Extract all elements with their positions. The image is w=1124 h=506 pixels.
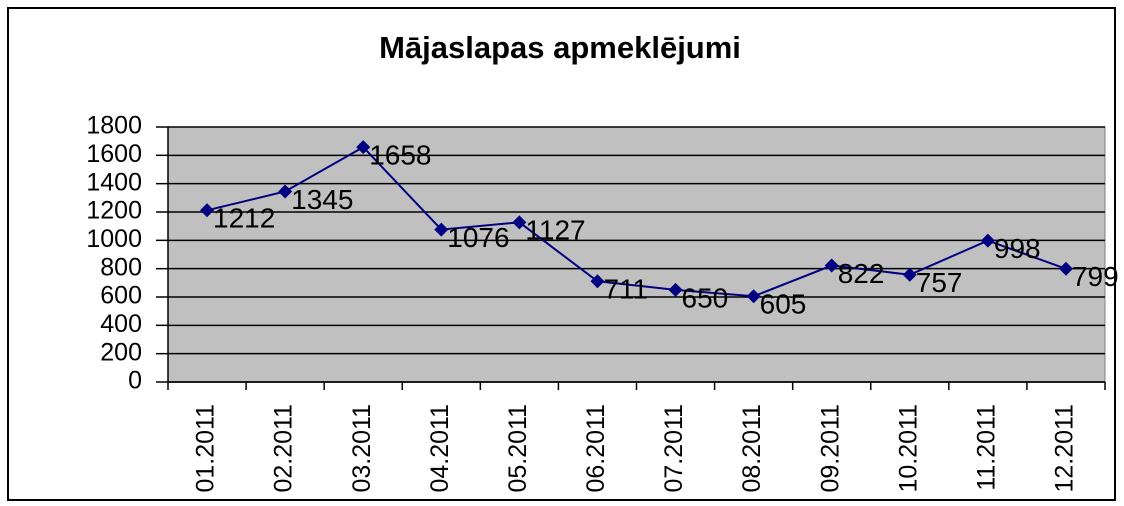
chart-title: Mājaslapas apmeklējumi — [379, 30, 741, 65]
x-tick-label: 05.2011 — [504, 404, 532, 493]
x-tick-label: 02.2011 — [270, 404, 298, 493]
data-marker — [590, 274, 605, 289]
x-tick-label: 07.2011 — [660, 404, 688, 493]
y-tick-label: 400 — [100, 310, 142, 338]
data-marker — [278, 184, 293, 199]
x-tick-label: 12.2011 — [1051, 404, 1079, 493]
x-tick-label: 10.2011 — [894, 404, 922, 493]
y-tick-label: 200 — [100, 338, 142, 366]
data-label: 1076 — [447, 222, 509, 253]
x-tick-label: 01.2011 — [192, 404, 220, 493]
data-marker — [512, 215, 527, 230]
data-label: 1345 — [291, 184, 353, 215]
y-tick-label: 1600 — [86, 140, 142, 168]
data-marker — [980, 233, 995, 248]
data-label: 711 — [603, 274, 648, 305]
y-tick-label: 1200 — [86, 197, 142, 225]
data-label: 822 — [838, 258, 885, 289]
data-marker — [356, 140, 371, 155]
y-tick-label: 800 — [100, 253, 142, 281]
data-label: 605 — [760, 289, 807, 320]
y-tick-label: 600 — [100, 282, 142, 310]
y-tick-label: 1800 — [86, 112, 142, 140]
data-marker — [200, 203, 215, 218]
data-label: 1127 — [525, 215, 585, 246]
x-tick-label: 04.2011 — [426, 404, 454, 493]
data-marker — [824, 258, 839, 273]
data-label: 1658 — [369, 140, 431, 171]
plot-area — [167, 126, 1106, 383]
x-tick-label: 09.2011 — [816, 404, 844, 493]
data-marker — [1058, 261, 1073, 276]
y-tick-label: 0 — [128, 367, 142, 395]
data-label: 799 — [1072, 261, 1119, 292]
y-tick-label: 1400 — [86, 168, 142, 196]
data-marker — [746, 289, 761, 304]
series-line — [206, 145, 1067, 298]
y-tick-label: 1000 — [86, 225, 142, 253]
x-tick-label: 11.2011 — [972, 404, 1000, 491]
data-label: 650 — [682, 282, 729, 313]
data-marker — [434, 222, 449, 237]
x-tick-label: 03.2011 — [348, 404, 376, 493]
data-marker — [668, 282, 683, 297]
x-tick-label: 08.2011 — [738, 404, 766, 493]
data-label: 757 — [916, 267, 963, 298]
data-label: 1212 — [213, 203, 275, 234]
data-label: 998 — [994, 233, 1041, 264]
x-tick-label: 06.2011 — [582, 404, 610, 493]
data-marker — [902, 267, 917, 282]
